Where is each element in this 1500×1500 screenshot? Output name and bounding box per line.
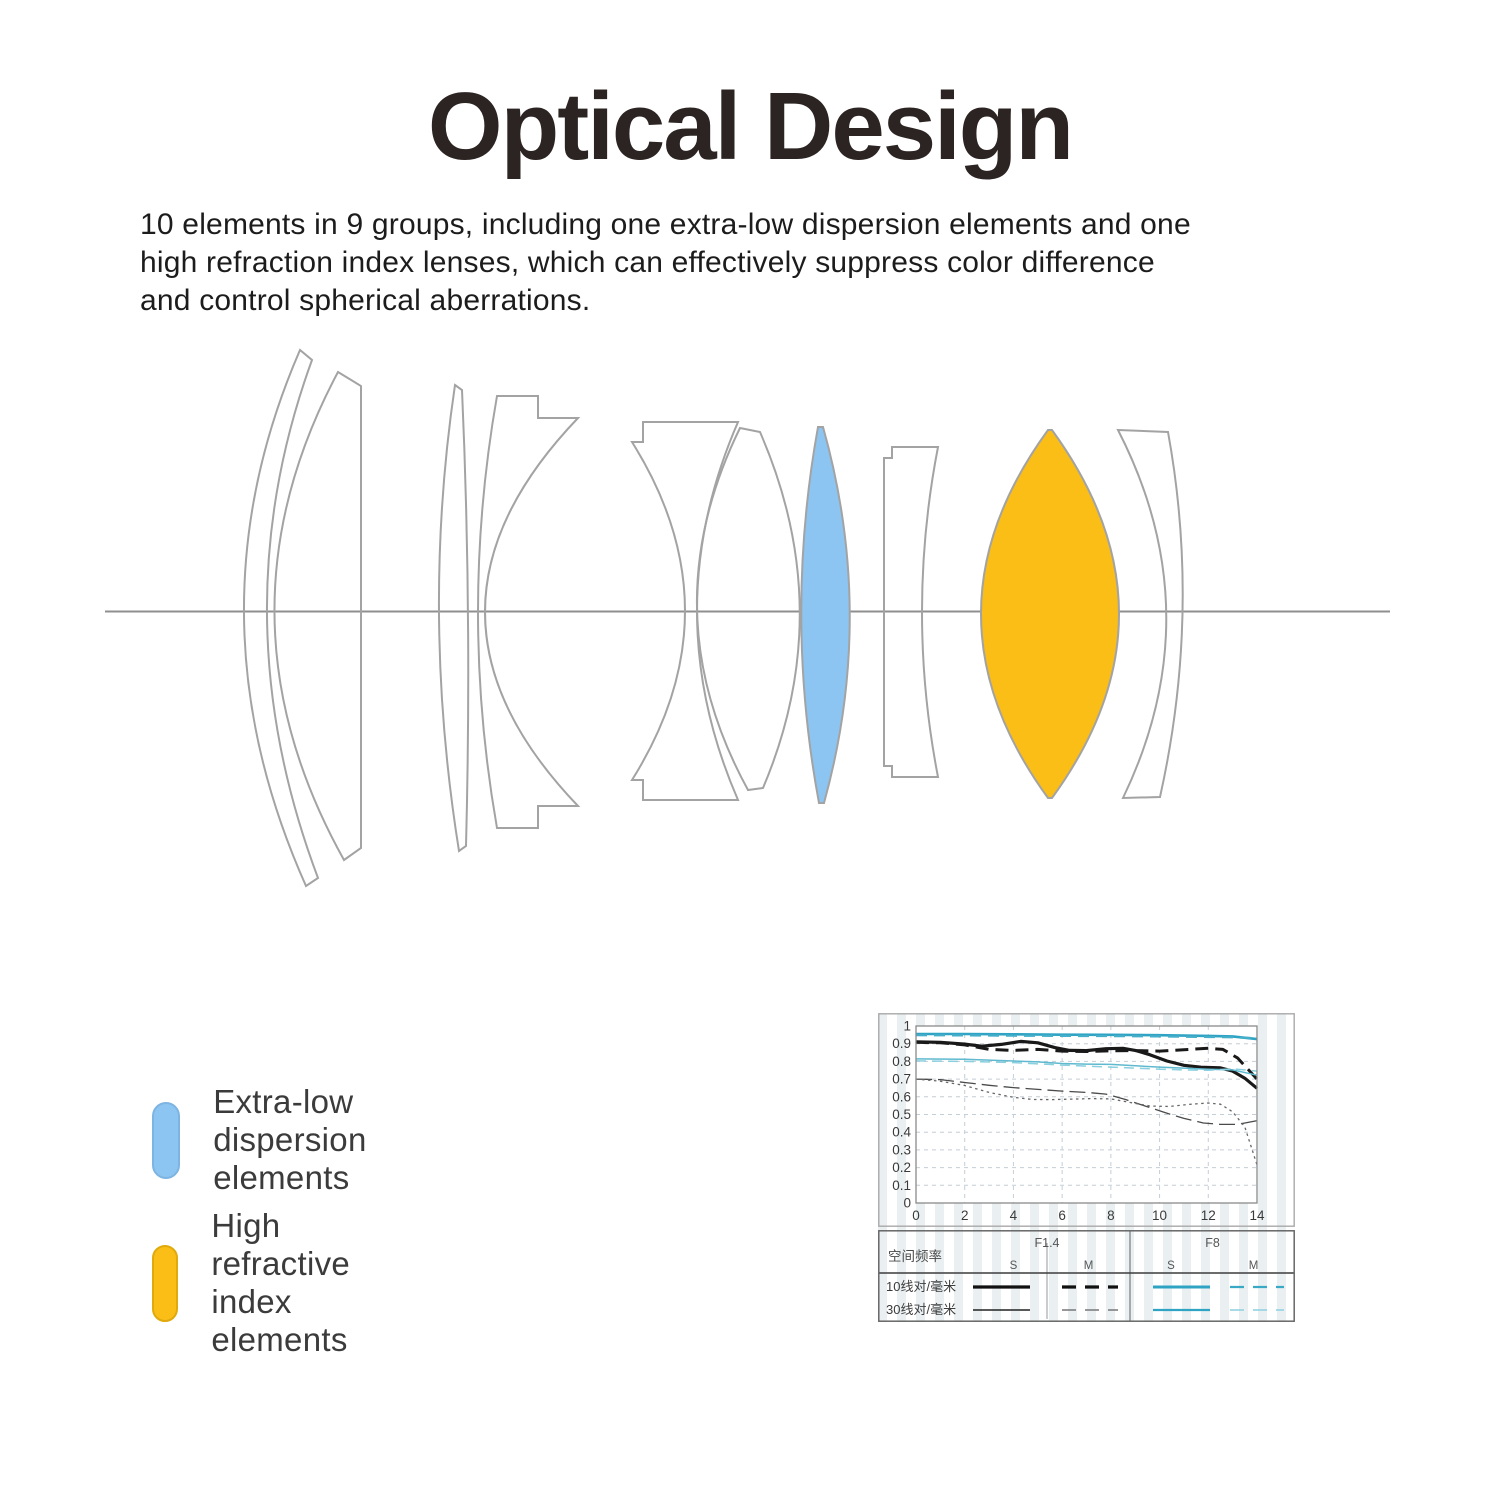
ed-legend-label: Extra-low dispersion elements xyxy=(213,1083,367,1196)
svg-text:M: M xyxy=(1084,1260,1094,1272)
svg-text:S: S xyxy=(1010,1260,1018,1272)
svg-text:0: 0 xyxy=(912,1208,920,1223)
svg-text:0.8: 0.8 xyxy=(892,1054,911,1069)
lens-element-1 xyxy=(243,348,320,888)
svg-text:1: 1 xyxy=(903,1019,911,1034)
description-line-3: and control spherical aberrations. xyxy=(140,284,591,317)
svg-text:10: 10 xyxy=(1152,1208,1167,1223)
svg-text:0.4: 0.4 xyxy=(892,1125,911,1140)
svg-text:空间频率: 空间频率 xyxy=(888,1248,942,1264)
hri-lens-element xyxy=(980,429,1120,799)
legend-item-ed: Extra-low dispersion elements xyxy=(152,1083,400,1197)
legend-item-hri: High refractive index elements xyxy=(152,1207,386,1359)
svg-text:0.5: 0.5 xyxy=(892,1107,911,1122)
svg-text:M: M xyxy=(1249,1260,1259,1272)
svg-text:14: 14 xyxy=(1249,1208,1265,1223)
lens-element-8 xyxy=(883,446,940,778)
svg-text:0.1: 0.1 xyxy=(892,1178,911,1193)
svg-text:S: S xyxy=(1167,1260,1175,1272)
svg-text:0.6: 0.6 xyxy=(892,1089,911,1104)
svg-text:10线对/毫米: 10线对/毫米 xyxy=(886,1279,956,1294)
svg-text:0: 0 xyxy=(903,1196,911,1211)
lens-elements-group xyxy=(243,348,1184,888)
svg-text:2: 2 xyxy=(961,1208,969,1223)
description-line-2: high refraction index lenses, which can … xyxy=(140,246,1155,279)
svg-text:0.3: 0.3 xyxy=(892,1142,911,1157)
hri-color-swatch xyxy=(152,1244,179,1322)
svg-text:0.9: 0.9 xyxy=(892,1036,911,1051)
svg-text:6: 6 xyxy=(1058,1208,1066,1223)
ed-lens-element xyxy=(800,426,851,804)
mtf-legend-table: 空间频率 F1.4 F8 S M S M 10线对/毫米 30线对/毫米 xyxy=(878,1230,1295,1322)
lens-element-10 xyxy=(1116,428,1184,800)
hri-legend-label: High refractive index elements xyxy=(211,1207,351,1358)
lens-element-4 xyxy=(477,395,581,829)
svg-text:F8: F8 xyxy=(1205,1236,1220,1250)
svg-text:30线对/毫米: 30线对/毫米 xyxy=(886,1302,956,1317)
page-title: Optical Design xyxy=(427,73,1074,180)
svg-text:0.7: 0.7 xyxy=(892,1072,911,1087)
description-paragraph: 10 elements in 9 groups, including one e… xyxy=(140,206,1400,320)
lens-element-3 xyxy=(437,383,470,853)
lens-element-2 xyxy=(273,370,362,862)
svg-text:8: 8 xyxy=(1107,1208,1115,1223)
ed-color-swatch xyxy=(152,1101,181,1179)
svg-text:4: 4 xyxy=(1010,1208,1018,1223)
svg-text:F1.4: F1.4 xyxy=(1034,1236,1059,1250)
svg-text:0.2: 0.2 xyxy=(892,1160,911,1175)
svg-text:12: 12 xyxy=(1201,1208,1216,1223)
lens-element-6 xyxy=(696,426,801,792)
mtf-panel: 0 2 4 6 8 10 12 14 0 0.1 0.2 0.3 0.4 0.5 0.6 0.7 0.8 0.9 1… xyxy=(878,1013,1295,1322)
description-line-1: 10 elements in 9 groups, including one e… xyxy=(140,208,1191,241)
